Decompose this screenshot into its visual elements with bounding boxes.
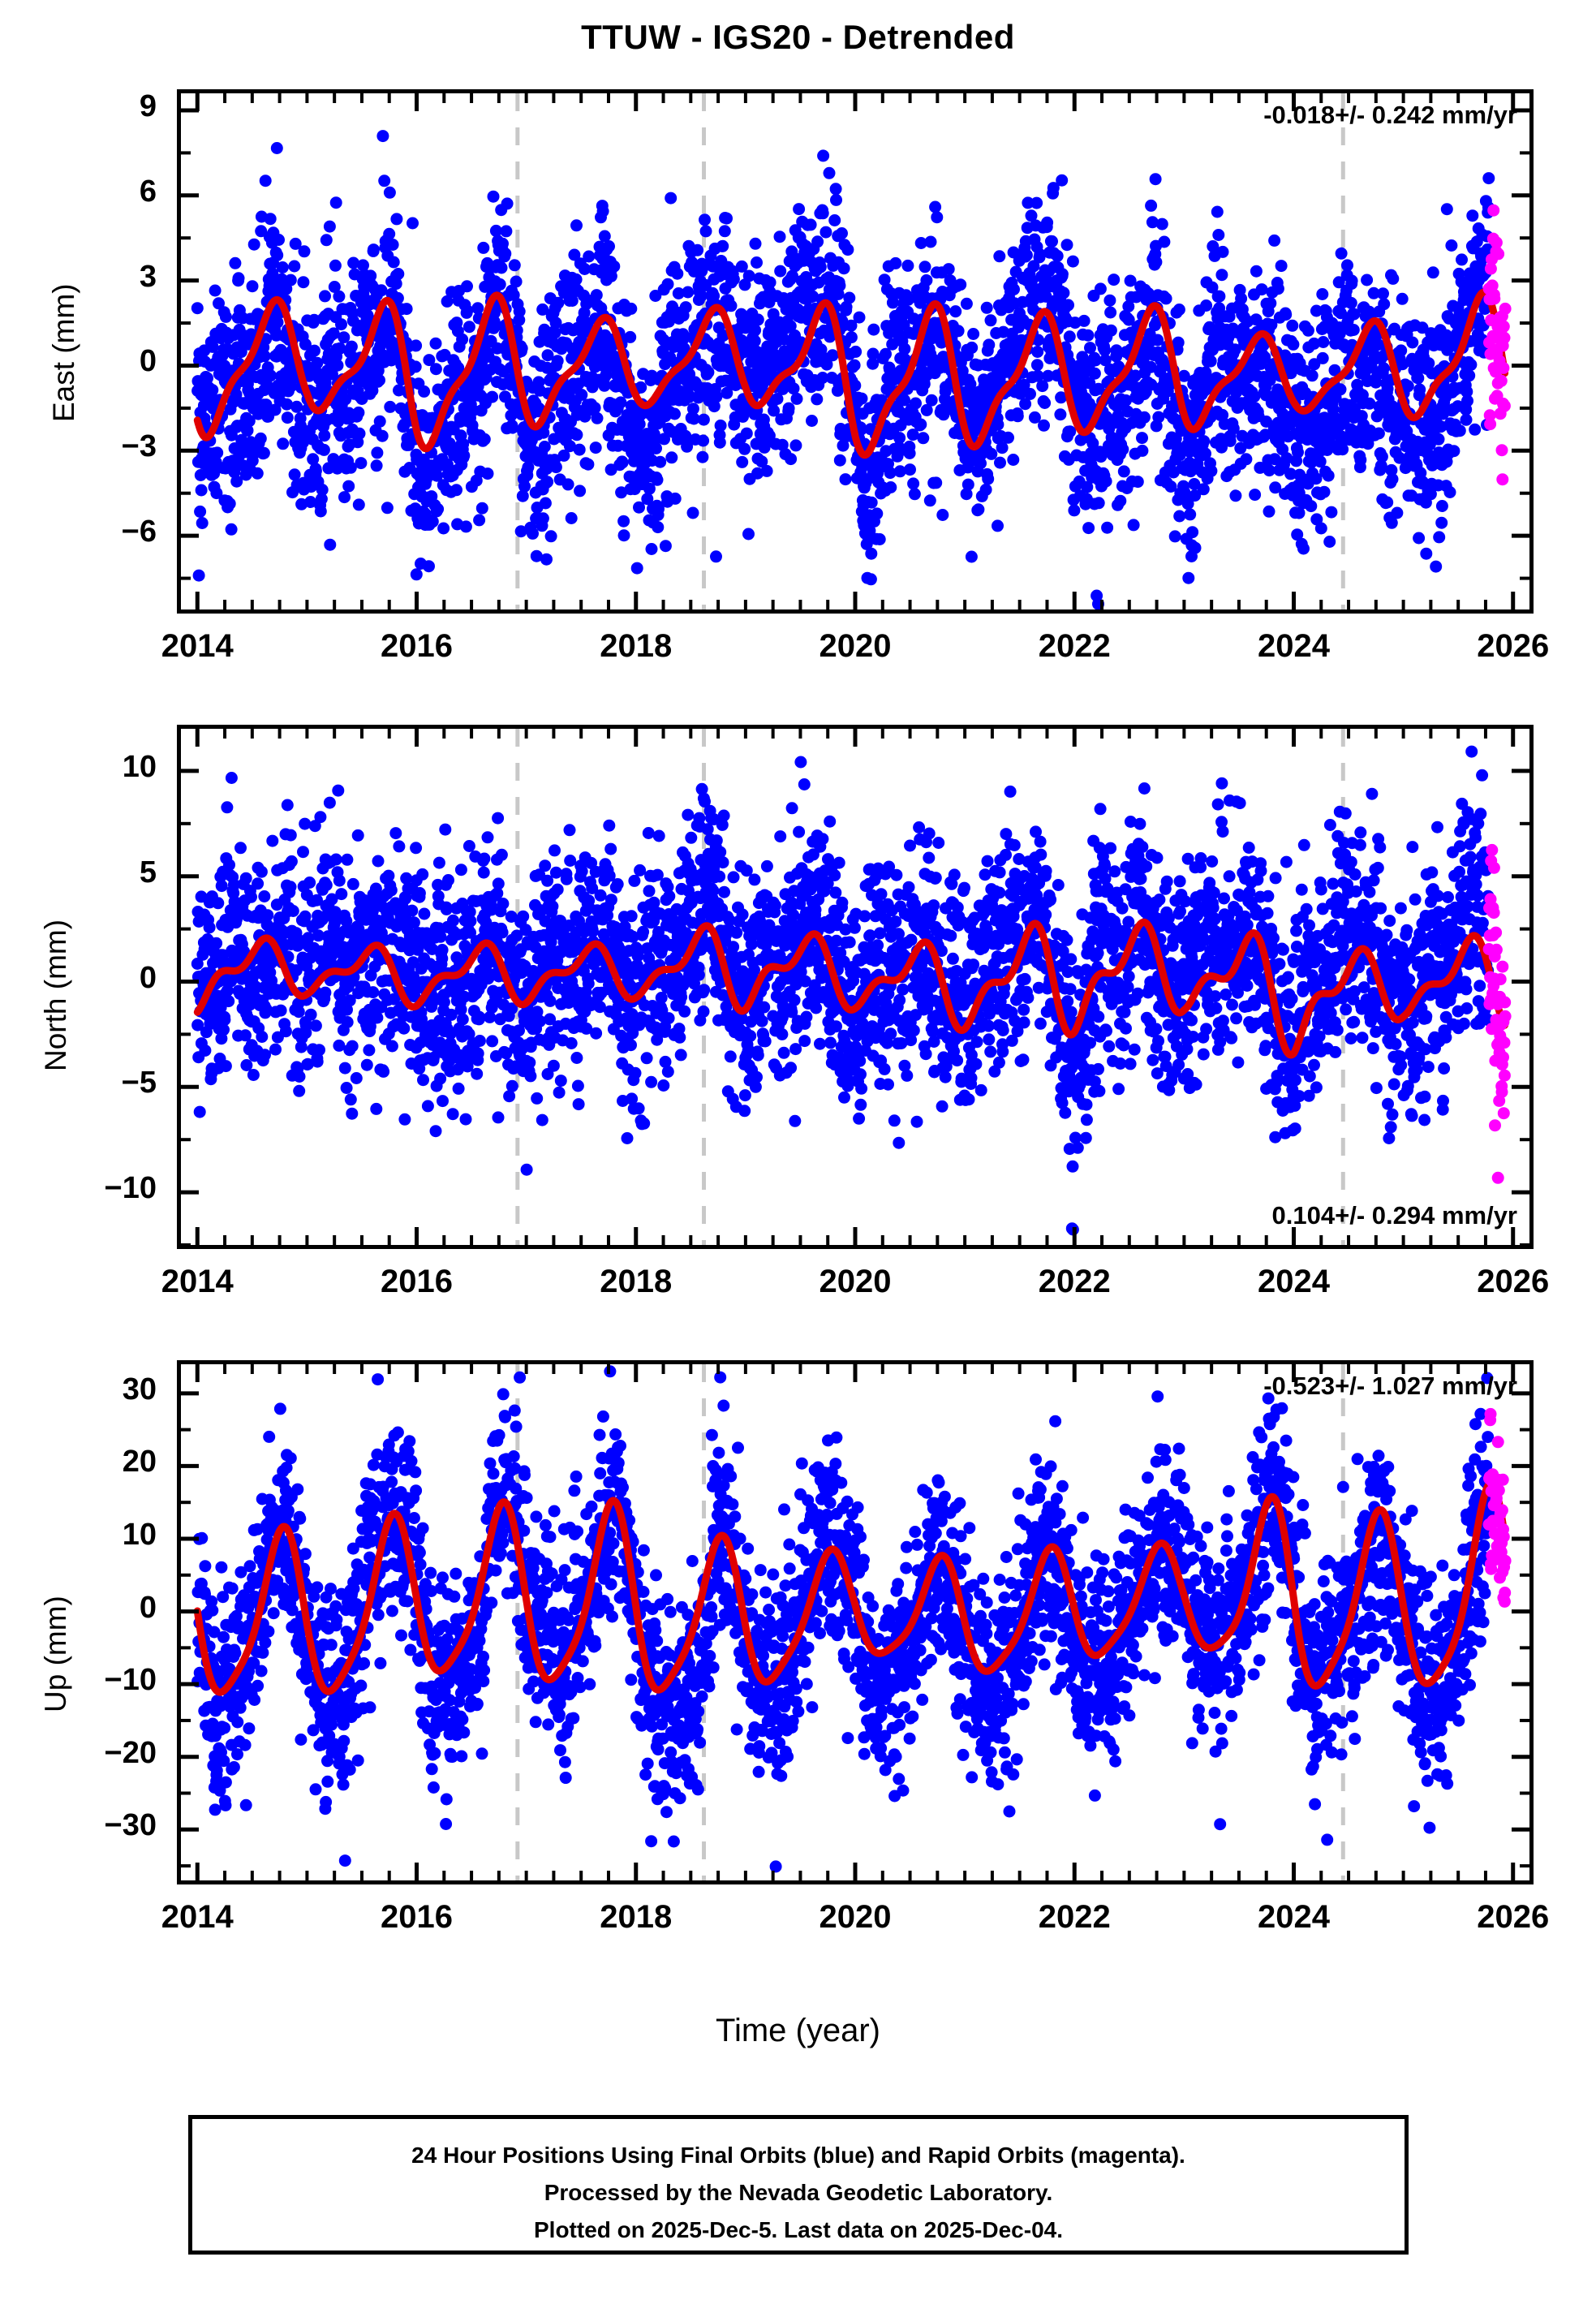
data-points-final-orbits [191,745,1495,1236]
x-tick-label: 2024 [1257,1899,1330,1935]
x-tick-label: 2026 [1477,1264,1550,1299]
rate-annotation-east: -0.018+/- 0.242 mm/yr [1263,101,1517,129]
y-tick-label: 3 [139,259,157,294]
y-tick-label: 5 [139,855,157,889]
plot-canvas-north [181,729,1529,1245]
x-tick-label: 2022 [1038,1264,1111,1299]
x-tick-label: 2018 [600,628,673,664]
x-tick-label: 2020 [819,628,892,664]
rate-annotation-up: -0.523+/- 1.027 mm/yr [1263,1372,1517,1400]
y-tick-label: −20 [104,1735,157,1770]
plot-area-north[interactable] [177,725,1534,1249]
y-tick-label: 10 [122,749,157,784]
plot-canvas-east [181,93,1529,609]
caption-line-3: Plotted on 2025-Dec-5. Last data on 2025… [534,2217,1063,2242]
caption-line-1: 24 Hour Positions Using Final Orbits (bl… [411,2143,1185,2168]
data-points-final-orbits [191,1365,1495,1873]
figure-title: TTUW - IGS20 - Detrended [581,18,1015,56]
x-tick-label: 2018 [600,1264,673,1299]
plot-area-east[interactable] [177,89,1534,614]
x-tick-label: 2026 [1477,1899,1550,1935]
data-points-rapid-orbits [1482,1407,1512,1608]
data-points-final-orbits [191,130,1495,609]
x-tick-label: 2016 [381,1899,453,1935]
x-tick-label: 2016 [381,628,453,664]
seasonal-fit-curve [193,288,1509,459]
y-tick-label: 0 [139,960,157,995]
y-tick-label: −3 [121,429,157,464]
y-tick-label: 0 [139,1590,157,1625]
seasonal-fit-curve [193,1479,1509,1696]
y-tick-label: 10 [122,1517,157,1552]
data-points-rapid-orbits [1482,843,1512,1184]
x-tick-label: 2020 [819,1899,892,1935]
seasonal-fit-curve [193,918,1509,1059]
y-tick-label: −10 [104,1663,157,1698]
x-tick-label: 2020 [819,1264,892,1299]
x-axis-label: Time (year) [716,2013,880,2048]
x-tick-label: 2016 [381,1264,453,1299]
y-tick-label: −30 [104,1808,157,1843]
x-tick-label: 2026 [1477,628,1550,664]
y-tick-label: 0 [139,344,157,379]
y-tick-label: −10 [104,1171,157,1206]
rate-annotation-north: 0.104+/- 0.294 mm/yr [1271,1201,1517,1230]
y-tick-label: 9 [139,88,157,123]
plot-area-up[interactable] [177,1360,1534,1884]
y-tick-label: 30 [122,1372,157,1406]
x-tick-label: 2022 [1038,628,1111,664]
caption-line-2: Processed by the Nevada Geodetic Laborat… [544,2180,1053,2205]
y-tick-label: 20 [122,1445,157,1479]
plot-canvas-up [181,1364,1529,1880]
y-tick-label: −6 [121,515,157,549]
x-tick-label: 2014 [161,1264,234,1299]
caption-box: 24 Hour Positions Using Final Orbits (bl… [188,2115,1409,2255]
y-tick-label: 6 [139,174,157,209]
x-tick-label: 2014 [161,1899,234,1935]
data-points-rapid-orbits [1482,204,1512,486]
x-tick-label: 2024 [1257,628,1330,664]
y-tick-label: −5 [121,1066,157,1100]
x-tick-label: 2022 [1038,1899,1111,1935]
x-tick-label: 2018 [600,1899,673,1935]
x-tick-label: 2014 [161,628,234,664]
x-tick-label: 2024 [1257,1264,1330,1299]
